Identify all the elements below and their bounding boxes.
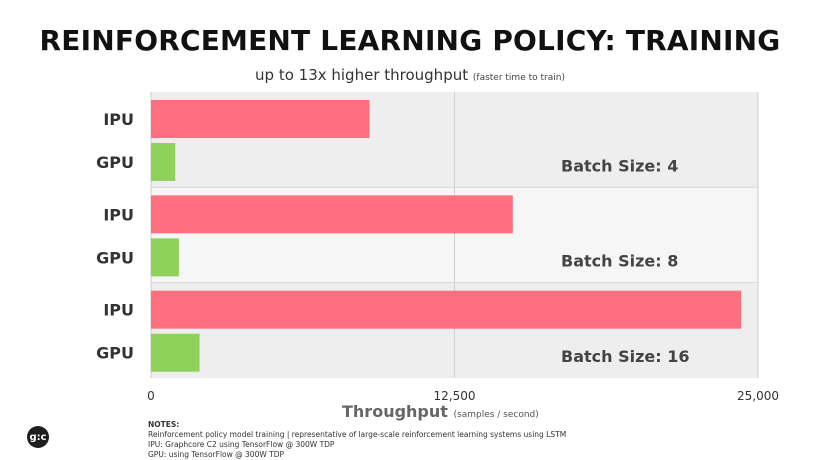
bar-ipu [151,195,513,234]
category-label: IPU [103,301,134,320]
subtitle-note: (faster time to train) [472,73,565,83]
subtitle-main: up to 13x higher throughput [255,66,469,84]
x-tick-label: 25,000 [737,389,779,403]
x-tick-label: 0 [147,389,155,403]
category-label: GPU [96,248,134,267]
notes-line: GPU: using TensorFlow @ 300W TDP [148,450,285,459]
notes-heading: NOTES: [148,420,180,429]
category-label: IPU [103,110,134,129]
category-label: GPU [96,153,134,172]
bar-gpu [151,143,176,181]
batch-size-label: Batch Size: 16 [561,347,690,366]
chart-title: REINFORCEMENT LEARNING POLICY: TRAINING [39,24,781,57]
x-axis-unit: (samples / second) [453,410,539,420]
category-label: IPU [103,205,134,224]
notes-block: NOTES: Reinforcement policy model traini… [148,420,566,460]
graphcore-logo-icon: g:c [27,426,49,448]
notes-line: IPU: Graphcore C2 using TensorFlow @ 300… [148,440,335,449]
notes-line: Reinforcement policy model training | re… [148,430,567,439]
chart-subtitle: up to 13x higher throughput (faster time… [0,66,820,84]
batch-size-label: Batch Size: 4 [561,156,678,175]
logo-text: g:c [29,431,47,443]
x-axis-title: Throughput (samples / second) [342,402,539,421]
bar-ipu [151,100,370,138]
bar-gpu [151,238,179,277]
x-tick-label: 12,500 [434,389,476,403]
category-label: GPU [96,344,134,363]
x-axis-title-text: Throughput [342,402,448,421]
batch-size-label: Batch Size: 8 [561,252,678,271]
bar-gpu [151,333,200,372]
bar-ipu [151,290,742,329]
